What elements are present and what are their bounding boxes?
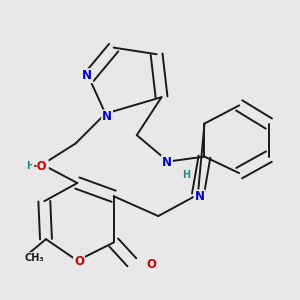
Text: H: H bbox=[26, 160, 34, 170]
Text: N: N bbox=[194, 190, 205, 203]
Text: N: N bbox=[82, 69, 92, 82]
Text: CH₃: CH₃ bbox=[25, 253, 44, 263]
Text: O: O bbox=[146, 258, 156, 271]
Text: O: O bbox=[74, 255, 84, 268]
Text: N: N bbox=[102, 110, 112, 124]
Text: N: N bbox=[162, 156, 172, 169]
Text: H: H bbox=[182, 170, 190, 180]
Text: ·O: ·O bbox=[33, 160, 48, 173]
